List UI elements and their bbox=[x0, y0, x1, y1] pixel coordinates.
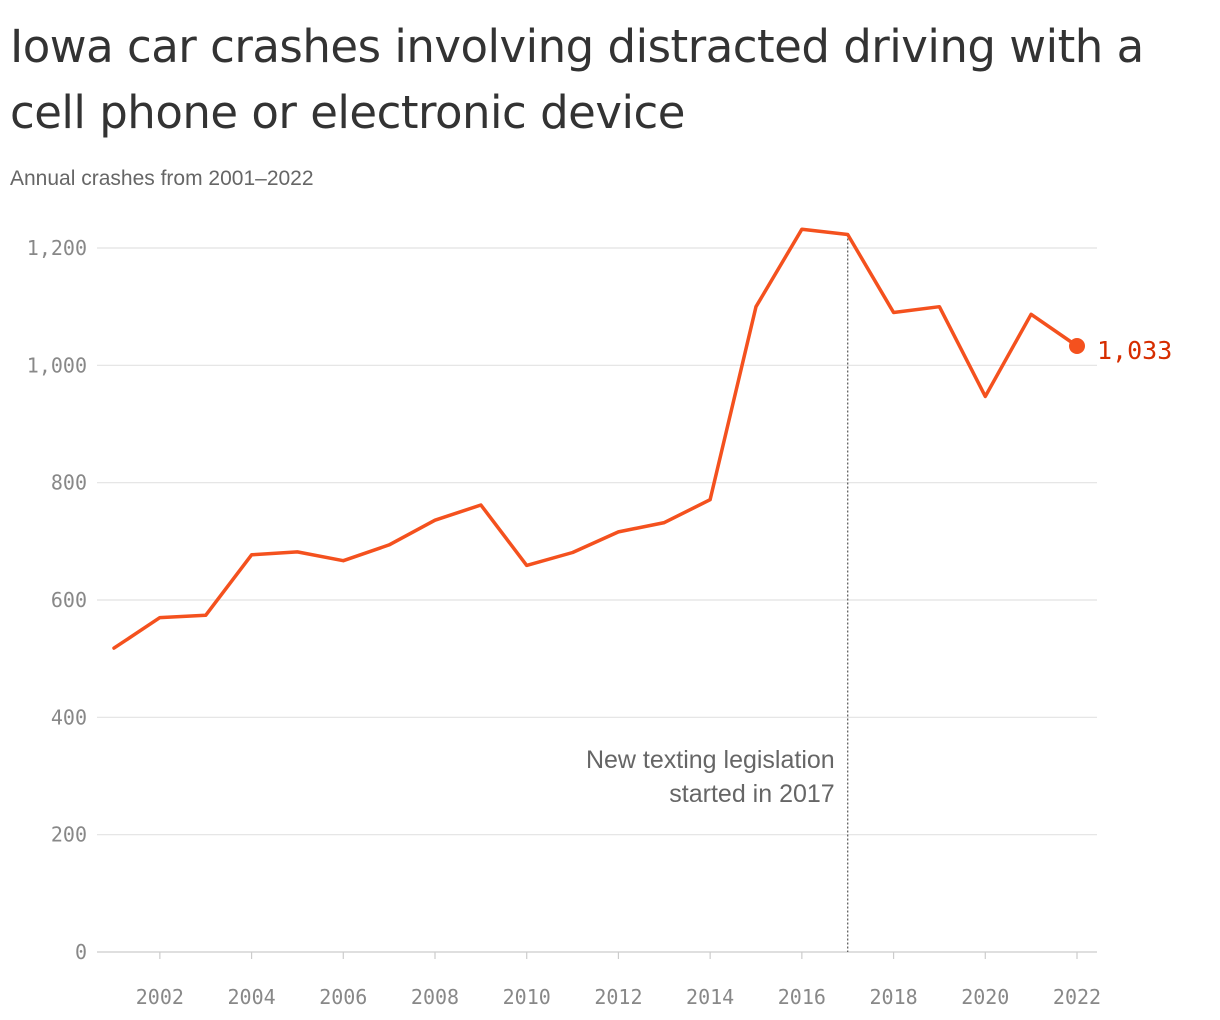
x-tick-label: 2010 bbox=[503, 985, 551, 1009]
x-tick-label: 2006 bbox=[319, 985, 367, 1009]
y-tick-label: 1,200 bbox=[27, 236, 87, 260]
end-value-label: 1,033 bbox=[1097, 336, 1172, 365]
x-tick-label: 2018 bbox=[869, 985, 917, 1009]
x-tick-label: 2008 bbox=[411, 985, 459, 1009]
y-tick-label: 400 bbox=[51, 705, 87, 729]
x-tick-label: 2012 bbox=[594, 985, 642, 1009]
x-tick-label: 2004 bbox=[227, 985, 275, 1009]
end-point-marker bbox=[1069, 337, 1085, 354]
x-tick-label: 2020 bbox=[961, 985, 1009, 1009]
series-line bbox=[112, 227, 1079, 650]
x-tick-label: 2002 bbox=[136, 985, 184, 1009]
y-tick-label: 600 bbox=[51, 588, 87, 612]
chart-title: Iowa car crashes involving distracted dr… bbox=[10, 20, 1144, 139]
y-tick-label: 200 bbox=[51, 823, 87, 847]
x-tick-label: 2016 bbox=[778, 985, 826, 1009]
x-tick-label: 2014 bbox=[686, 985, 734, 1009]
gridlines bbox=[97, 247, 1097, 953]
y-axis-ticks: 0 200 400 600 800 1,000 1,200 bbox=[27, 236, 87, 964]
x-axis-ticks: 2002 2004 2006 2008 2010 2012 2014 2016 2018 2020… bbox=[136, 952, 1101, 1009]
y-tick-label: 800 bbox=[51, 471, 87, 495]
annotation-text-line-2: started in 2017 bbox=[669, 780, 834, 808]
annotation-text-line-1: New texting legislation bbox=[586, 746, 835, 774]
chart-subtitle: Annual crashes from 2001–2022 bbox=[10, 167, 314, 190]
y-tick-label: 0 bbox=[75, 940, 87, 964]
y-tick-label: 1,000 bbox=[27, 353, 87, 377]
x-tick-label: 2022 bbox=[1053, 985, 1101, 1009]
